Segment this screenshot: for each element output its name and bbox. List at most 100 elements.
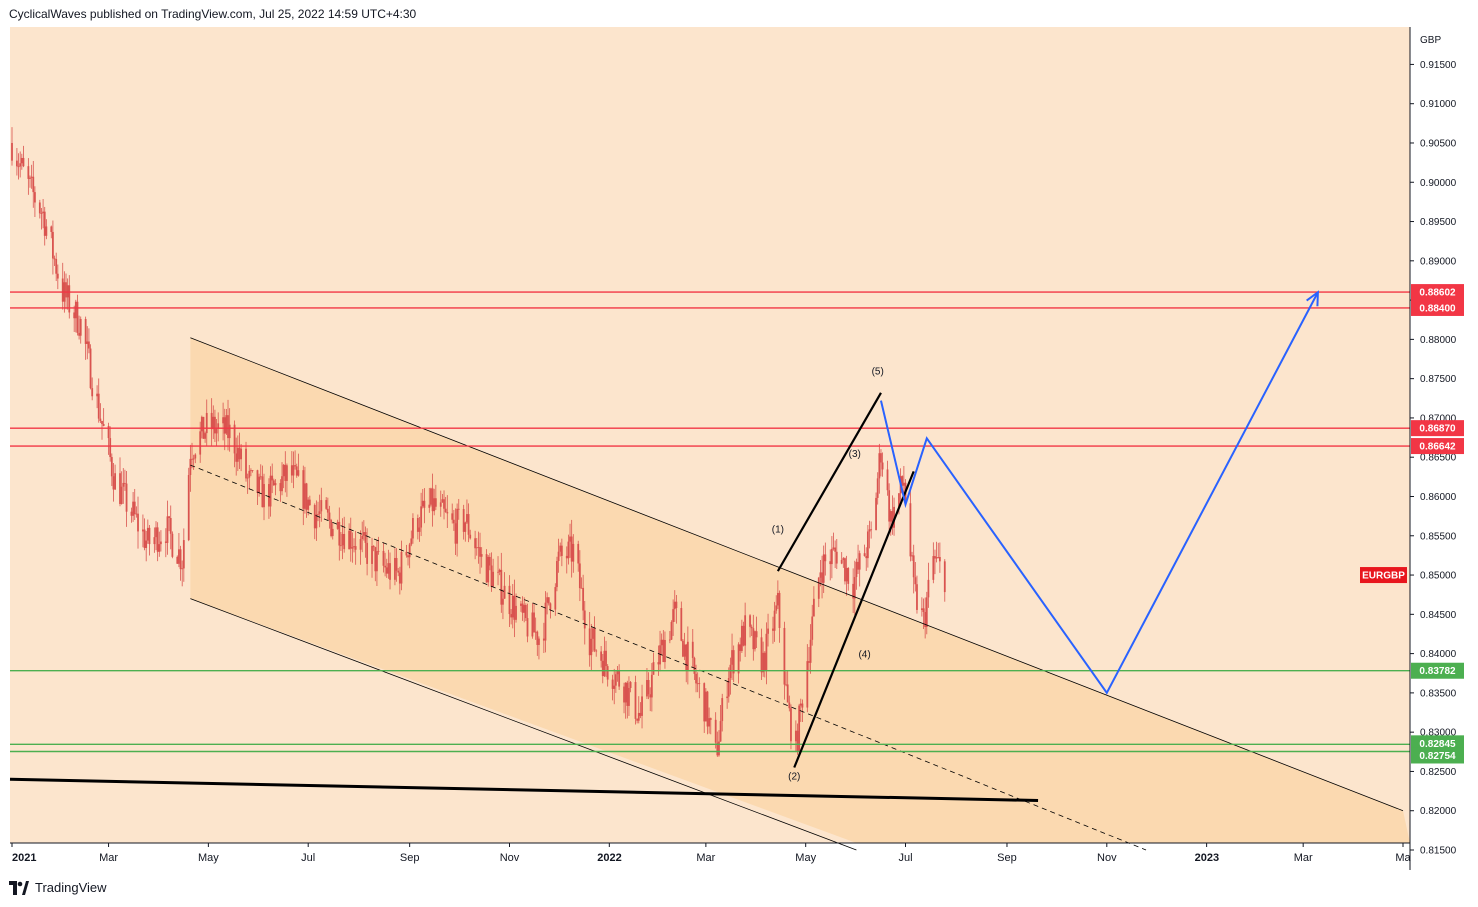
candle-body [822, 554, 825, 583]
candle [187, 467, 190, 542]
candle [325, 497, 328, 510]
candle-body [588, 628, 591, 656]
candle-body [559, 545, 562, 552]
price-badge-text: 0.88400 [1419, 303, 1456, 314]
candle [572, 534, 575, 573]
candle [410, 530, 413, 547]
candle-body [176, 556, 179, 564]
candle-body [714, 719, 717, 743]
candle [348, 523, 351, 550]
candle [821, 555, 823, 599]
candle-body [786, 684, 789, 703]
candle-body [446, 512, 449, 514]
candle-body [924, 612, 927, 627]
tradingview-logo-icon [9, 880, 29, 895]
candle [400, 540, 403, 591]
candle [898, 493, 900, 515]
candle [343, 516, 346, 553]
candle [340, 532, 342, 552]
candle [932, 542, 935, 584]
candle-body [187, 474, 190, 541]
candle-body [479, 547, 481, 557]
y-tick-label: 0.85500 [1420, 531, 1457, 542]
candle [387, 549, 390, 579]
candle-body [520, 603, 522, 606]
candle-body [492, 571, 495, 587]
candle [709, 717, 712, 735]
price-badge-text: 0.82845 [1419, 739, 1456, 750]
y-tick-label: 0.91000 [1420, 99, 1457, 110]
candle [68, 275, 71, 319]
candle-body [290, 465, 293, 476]
candle-body [53, 258, 56, 260]
candle-body [418, 527, 421, 532]
candle-body [433, 498, 436, 512]
candle [43, 206, 46, 246]
candles-group [11, 127, 946, 757]
candle [374, 546, 377, 582]
candle-body [600, 651, 603, 661]
candle [372, 545, 375, 552]
candle-body [809, 639, 812, 663]
candle-body [776, 592, 779, 606]
candle [295, 463, 298, 478]
price-badge: EURGBP [1360, 567, 1407, 584]
candle [97, 378, 100, 423]
candle [228, 408, 231, 452]
candle-body [696, 683, 699, 685]
candle [500, 552, 503, 613]
x-tick-label: Sep [400, 852, 420, 864]
candle [155, 521, 157, 551]
candle-body [250, 470, 252, 472]
candle-body [412, 518, 414, 539]
candle [812, 586, 815, 617]
candle-body [274, 483, 277, 486]
candle [331, 522, 334, 540]
y-tick-label: 0.87000 [1420, 413, 1457, 424]
candle-body [732, 650, 735, 674]
candle-body [762, 652, 765, 673]
candle [16, 148, 18, 176]
candle-body [624, 682, 627, 703]
candle-body [912, 555, 915, 578]
candle-body [284, 464, 287, 481]
wave-label: (5) [872, 367, 884, 378]
candle [909, 490, 912, 562]
candle-body [389, 563, 391, 580]
candle [274, 479, 277, 496]
candle-body [739, 644, 742, 651]
wave-label: (4) [858, 650, 870, 661]
candle-body [719, 721, 722, 742]
candle [911, 551, 913, 561]
candle [42, 199, 44, 229]
wave-channel-line [776, 392, 882, 572]
candle [338, 507, 341, 561]
candle-body [120, 486, 123, 504]
candle [570, 519, 573, 578]
candle-body [920, 608, 923, 610]
candle-body [675, 601, 678, 609]
candle [788, 695, 791, 712]
candle-body [937, 557, 940, 558]
candle [767, 613, 769, 647]
candle-body [572, 543, 575, 562]
candle-body [320, 500, 323, 512]
candle-body [431, 488, 434, 512]
candle [752, 614, 755, 661]
candle-body [416, 518, 419, 532]
y-tick-label: 0.81500 [1420, 846, 1457, 857]
candle-body [146, 527, 149, 541]
candle [524, 603, 527, 622]
candle [382, 542, 385, 573]
candle [17, 153, 20, 180]
candle [189, 444, 192, 492]
candle [407, 554, 409, 566]
y-tick-label: 0.90000 [1420, 178, 1457, 189]
x-tick-label: May [795, 852, 816, 864]
candle [452, 509, 455, 531]
candle-body [240, 448, 243, 460]
candle [282, 463, 285, 489]
candle-body [281, 476, 283, 492]
candle-body [811, 616, 814, 640]
candle-body [304, 483, 306, 509]
